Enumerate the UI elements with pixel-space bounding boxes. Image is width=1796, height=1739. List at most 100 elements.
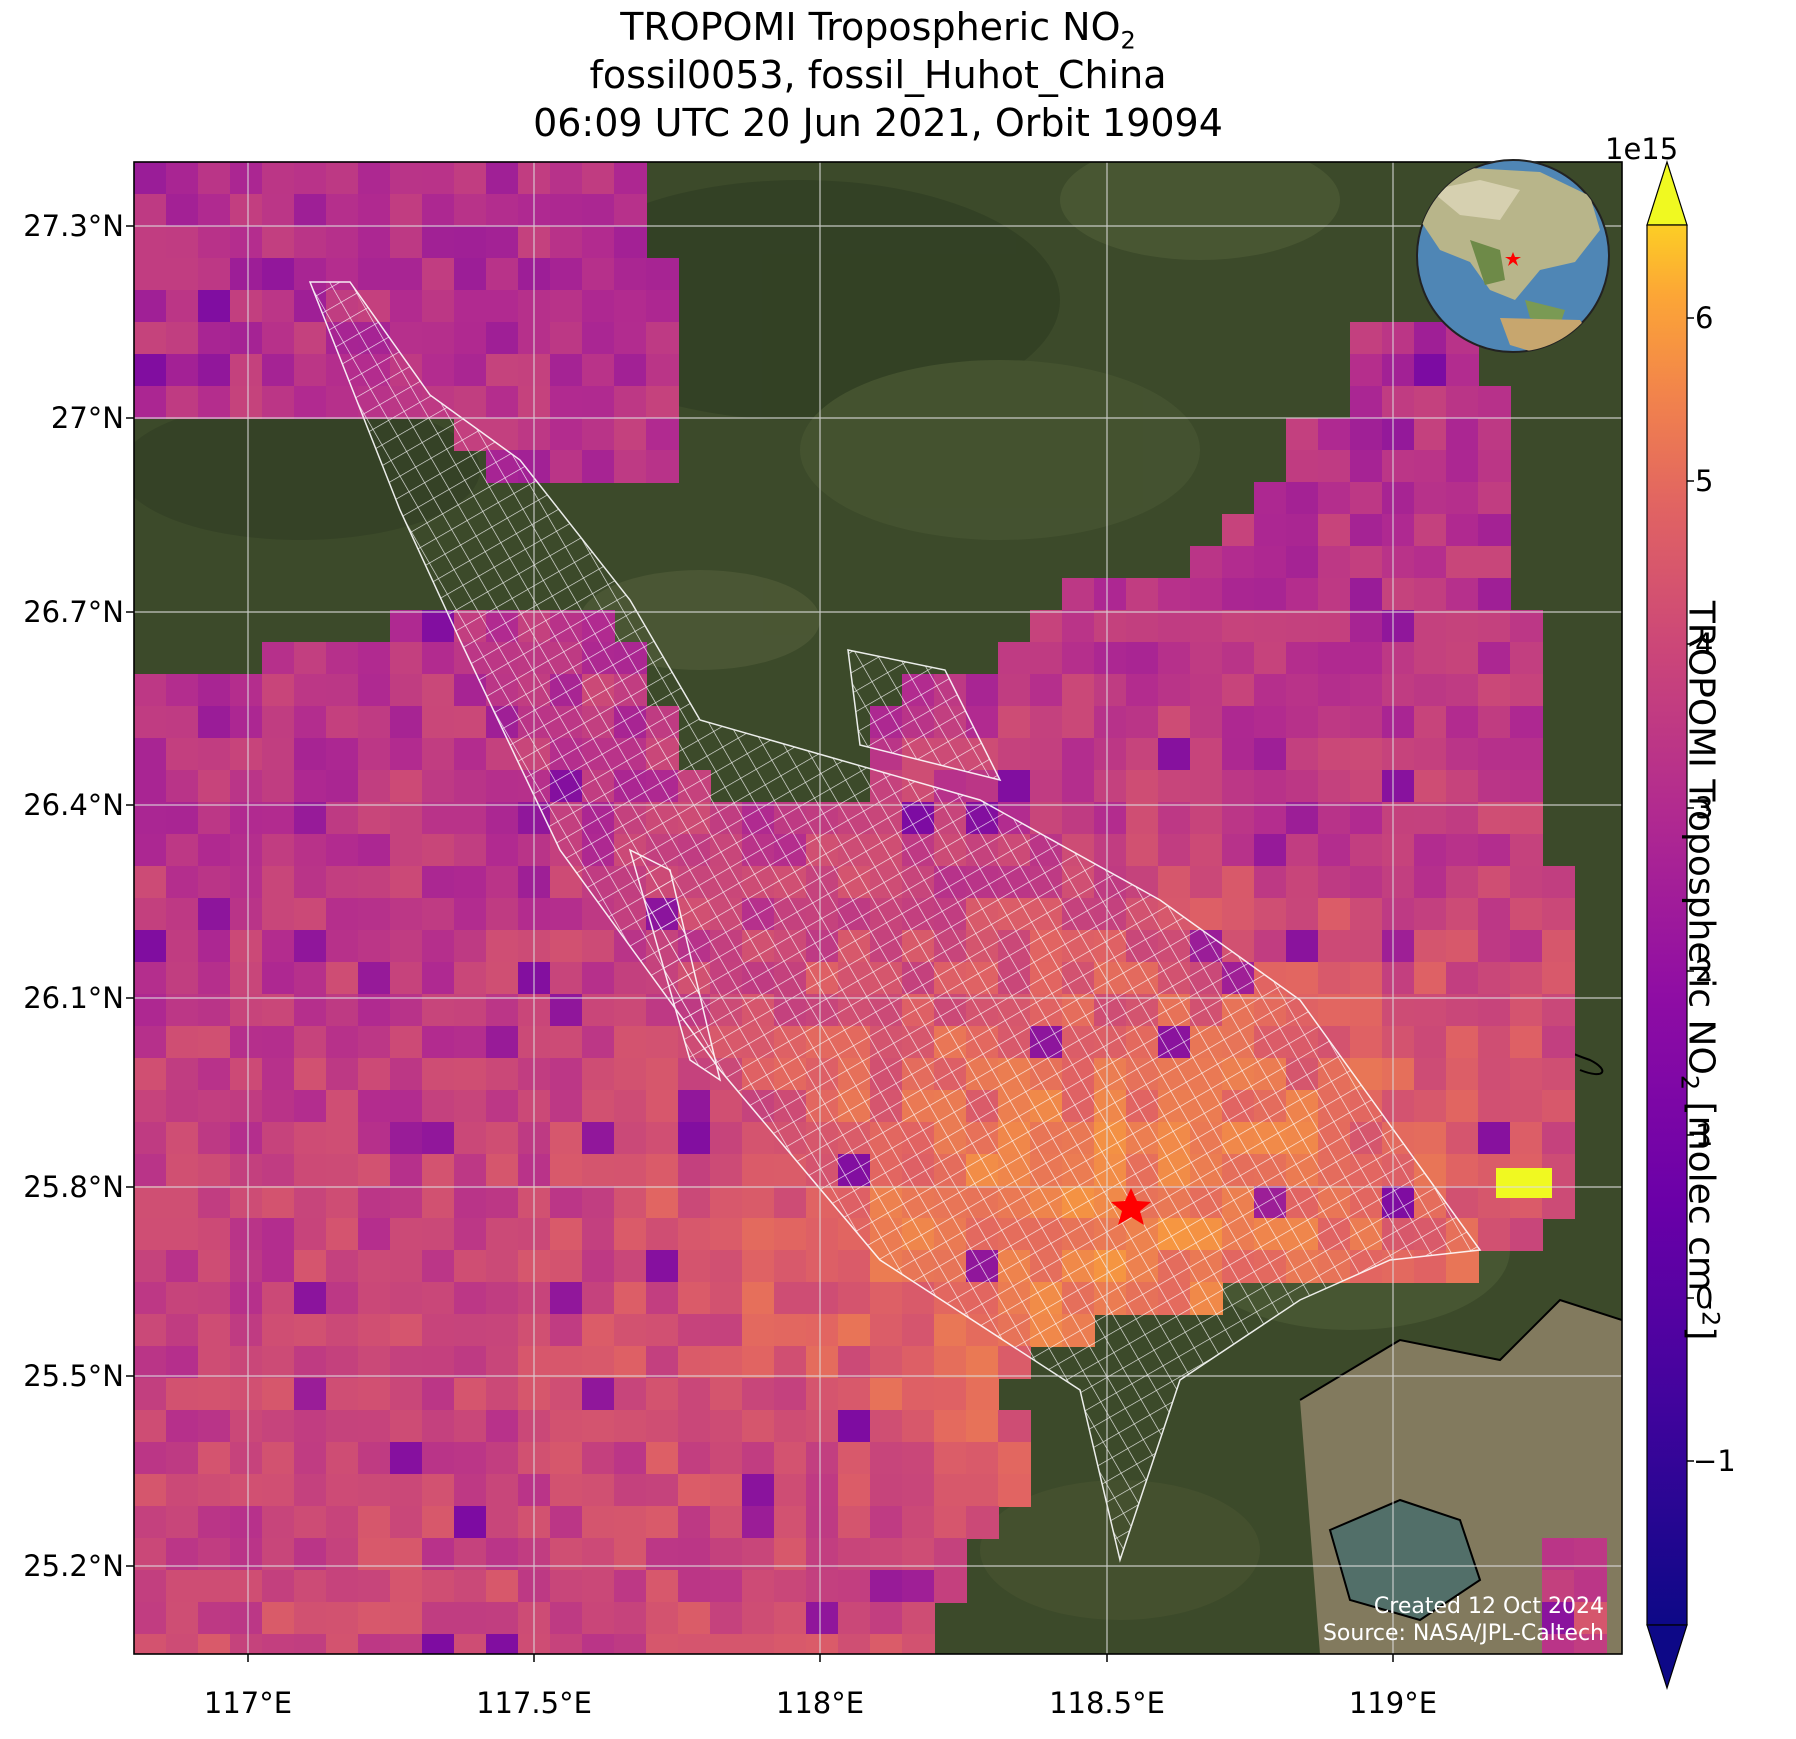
no2-pixel: [358, 674, 391, 707]
no2-pixel: [1382, 706, 1415, 739]
no2-pixel: [614, 1506, 647, 1539]
no2-pixel: [390, 1282, 423, 1315]
no2-pixel: [1254, 514, 1287, 547]
no2-pixel: [358, 706, 391, 739]
no2-pixel: [1158, 770, 1191, 803]
no2-pixel: [1350, 354, 1383, 387]
no2-pixel: [262, 1186, 295, 1219]
no2-pixel: [326, 1122, 359, 1155]
no2-pixel: [454, 898, 487, 931]
no2-pixel: [1350, 386, 1383, 419]
no2-pixel: [230, 1474, 263, 1507]
no2-pixel: [454, 386, 487, 419]
no2-pixel: [390, 962, 423, 995]
no2-pixel: [422, 1602, 455, 1635]
no2-pixel: [1478, 962, 1511, 995]
no2-pixel: [550, 1218, 583, 1251]
no2-pixel: [1062, 610, 1095, 643]
no2-pixel: [294, 322, 327, 355]
no2-pixel: [1542, 866, 1575, 899]
no2-pixel: [166, 1346, 199, 1379]
no2-pixel: [646, 1410, 679, 1443]
no2-pixel: [1030, 738, 1063, 771]
no2-pixel: [1446, 674, 1479, 707]
no2-pixel: [678, 1346, 711, 1379]
no2-pixel: [198, 1090, 231, 1123]
no2-pixel: [838, 1346, 871, 1379]
no2-pixel: [678, 1250, 711, 1283]
no2-pixel: [422, 1346, 455, 1379]
no2-pixel: [646, 1026, 679, 1059]
no2-pixel: [1510, 962, 1543, 995]
no2-pixel: [1286, 482, 1319, 515]
no2-pixel: [1350, 930, 1383, 963]
no2-pixel: [294, 1570, 327, 1603]
no2-pixel: [326, 1282, 359, 1315]
lon-tick-117: 117°E: [203, 1686, 293, 1720]
no2-pixel: [486, 770, 519, 803]
no2-pixel: [1414, 834, 1447, 867]
no2-pixel: [1382, 802, 1415, 835]
no2-pixel: [902, 1410, 935, 1443]
no2-pixel: [358, 194, 391, 227]
no2-pixel: [486, 802, 519, 835]
no2-pixel: [358, 1634, 391, 1654]
no2-pixel: [710, 1186, 743, 1219]
no2-pixel: [966, 1378, 999, 1411]
no2-pixel: [166, 834, 199, 867]
no2-pixel: [358, 1442, 391, 1475]
no2-pixel: [1542, 1122, 1575, 1155]
no2-pixel: [1222, 514, 1255, 547]
no2-pixel: [1286, 834, 1319, 867]
no2-pixel: [134, 962, 167, 995]
no2-pixel: [614, 1090, 647, 1123]
globe-target-star: [1505, 252, 1521, 266]
no2-pixel: [1446, 1090, 1479, 1123]
bay-water: [1330, 1500, 1480, 1620]
no2-pixel: [1158, 834, 1191, 867]
no2-pixel: [1478, 578, 1511, 611]
no2-pixel: [614, 1122, 647, 1155]
lat-tick-27.3: 27.3°N: [23, 209, 124, 243]
no2-pixel: [422, 1378, 455, 1411]
no2-pixel: [1478, 738, 1511, 771]
no2-pixel: [262, 386, 295, 419]
no2-pixel: [486, 962, 519, 995]
no2-pixel: [1286, 546, 1319, 579]
no2-pixel: [166, 674, 199, 707]
no2-pixel: [550, 162, 583, 195]
no2-pixel: [198, 738, 231, 771]
no2-pixel: [1318, 994, 1351, 1027]
no2-pixel: [614, 1474, 647, 1507]
no2-pixel: [390, 1378, 423, 1411]
colorbar-tick-3: 3: [1695, 791, 1714, 825]
no2-pixel: [678, 1602, 711, 1635]
no2-pixel: [1094, 642, 1127, 675]
colorbar: [1646, 160, 1694, 1690]
no2-pixel: [390, 994, 423, 1027]
no2-pixel: [1542, 1634, 1575, 1654]
no2-pixel: [166, 994, 199, 1027]
no2-pixel: [1350, 674, 1383, 707]
no2-pixel: [422, 1122, 455, 1155]
no2-pixel: [1318, 706, 1351, 739]
no2-pixel: [774, 1602, 807, 1635]
no2-pixel: [1030, 706, 1063, 739]
no2-pixel: [454, 258, 487, 291]
no2-pixel: [262, 706, 295, 739]
tick-marks: [126, 225, 1394, 1662]
no2-pixel: [198, 866, 231, 899]
no2-pixel: [326, 1186, 359, 1219]
no2-pixel: [390, 1154, 423, 1187]
no2-pixel: [646, 322, 679, 355]
no2-pixel: [902, 1634, 935, 1654]
no2-pixel: [1446, 706, 1479, 739]
no2-pixel: [198, 930, 231, 963]
no2-pixel: [230, 1314, 263, 1347]
no2-pixel: [262, 258, 295, 291]
no2-pixel: [1382, 482, 1415, 515]
no2-pixel: [390, 1250, 423, 1283]
no2-pixel: [262, 226, 295, 259]
no2-pixel: [166, 866, 199, 899]
no2-pixel: [230, 194, 263, 227]
